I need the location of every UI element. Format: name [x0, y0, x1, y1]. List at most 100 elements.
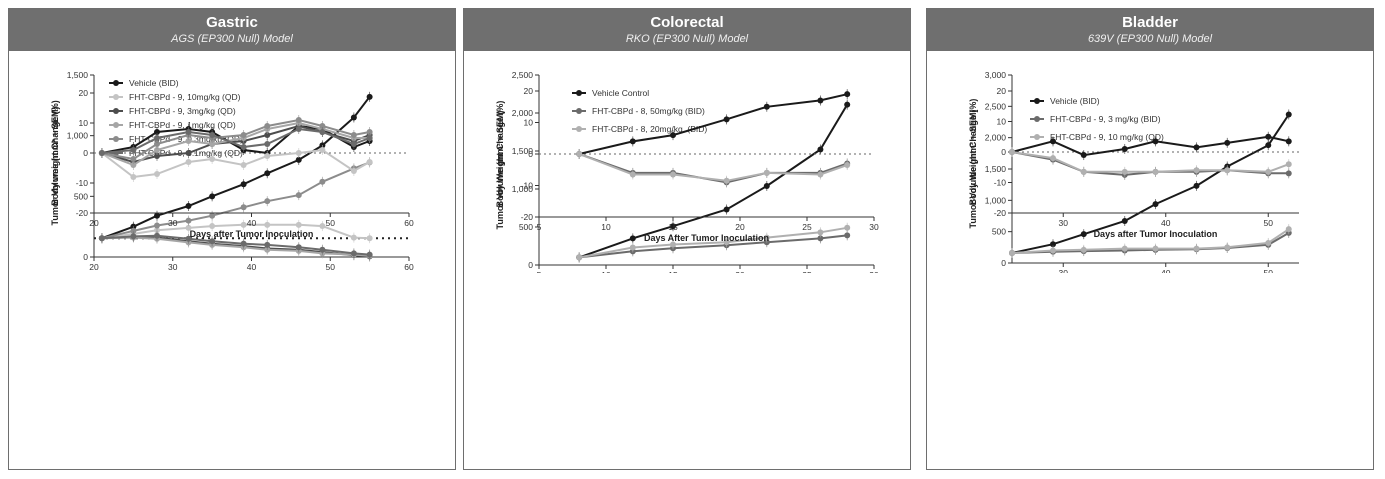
data-point	[350, 234, 357, 241]
data-point	[366, 93, 373, 100]
data-point	[264, 153, 271, 159]
data-point	[240, 204, 247, 211]
data-point	[240, 221, 247, 228]
x-axis-label: Days after Tumor Inoculation	[190, 229, 314, 239]
data-point	[366, 135, 373, 141]
legend-swatch-marker	[113, 108, 119, 114]
legend-swatch-marker	[113, 80, 119, 86]
y-tick-label: 1,500	[67, 70, 89, 80]
x-axis-label: Days After Tumor Inoculation	[644, 233, 769, 243]
data-point	[240, 240, 247, 247]
data-point	[154, 153, 160, 159]
data-point	[844, 101, 851, 108]
data-point	[154, 147, 160, 153]
y-tick-label: 0	[528, 149, 533, 159]
legend-label: FHT-CBPd - 9, 0.3mg/kg (QD)	[129, 134, 243, 144]
x-tick-label: 20	[735, 270, 745, 273]
data-point	[1224, 244, 1231, 251]
x-tick-label: 25	[802, 270, 812, 273]
y-tick-label: -20	[76, 208, 89, 218]
legend-swatch-marker	[113, 136, 119, 142]
data-point	[209, 212, 216, 219]
data-point	[763, 182, 770, 189]
x-tick-label: 30	[869, 270, 879, 273]
x-tick-label: 30	[1059, 218, 1069, 228]
data-point	[1080, 246, 1087, 253]
legend-label: Vehicle Control	[592, 88, 649, 98]
data-point	[154, 135, 160, 141]
data-point	[209, 141, 216, 147]
panel-header: Colorectal RKO (EP300 Null) Model	[464, 9, 910, 51]
data-point	[1265, 239, 1272, 246]
data-point	[1224, 167, 1231, 174]
data-point	[130, 147, 137, 153]
y-tick-label: -20	[521, 212, 534, 222]
x-tick-label: 40	[1161, 218, 1171, 228]
panel-subtitle: AGS (EP300 Null) Model	[171, 33, 293, 45]
legend-swatch-marker	[1034, 116, 1040, 122]
data-point	[1265, 133, 1272, 140]
y-tick-label: 500	[519, 222, 533, 232]
y-tick-label: 0	[83, 148, 88, 158]
data-point	[1193, 144, 1200, 151]
data-point	[98, 150, 105, 156]
legend-label: FHT-CBPd - 9, 10 mg/kg (QD)	[1050, 132, 1164, 142]
data-point	[817, 229, 824, 236]
data-point	[629, 244, 636, 251]
data-point	[763, 103, 770, 110]
legend-swatch-marker	[576, 126, 582, 132]
legend-label: Vehicle (BID)	[129, 78, 179, 88]
data-point	[1009, 249, 1015, 256]
data-point	[319, 129, 326, 135]
x-tick-label: 60	[404, 218, 414, 228]
data-point	[1285, 161, 1292, 168]
data-point	[723, 206, 730, 213]
data-point	[350, 168, 357, 174]
y-tick-label: 0	[1001, 147, 1006, 157]
legend-label: FHT-CBPd - 9, 3mg/kg (QD)	[129, 106, 236, 116]
series-line	[578, 93, 848, 155]
data-point	[817, 97, 824, 104]
data-point	[209, 156, 216, 162]
body-weight-chart-gastric: -20 -10 0 10 20 20 30 40 50 60 Days after Tumor In…	[50, 88, 414, 239]
y-tick-label: 20	[997, 86, 1007, 96]
data-point	[185, 138, 192, 144]
data-point	[1080, 168, 1087, 175]
y-tick-label: 1,000	[985, 195, 1007, 205]
tumor-volume-chart-colorectal: 0 500 1,000 1,500 2,000 2,500 5 10 15 20 25 30 Days …	[495, 70, 879, 273]
panel-title: Gastric	[206, 14, 258, 31]
data-point	[366, 251, 373, 258]
y-axis-label: Tumor Volume (mm³ + SEM)	[50, 107, 60, 226]
data-point	[1009, 149, 1015, 155]
data-point	[1152, 138, 1159, 145]
x-tick-label: 30	[869, 222, 879, 232]
data-point	[763, 234, 770, 241]
y-tick-label: 1,500	[985, 164, 1007, 174]
data-point	[240, 144, 247, 150]
data-point	[1152, 168, 1159, 175]
data-point	[350, 250, 357, 257]
panel-title: Colorectal	[650, 14, 724, 31]
data-point	[295, 117, 302, 123]
x-tick-label: 30	[1059, 268, 1069, 273]
data-point	[264, 132, 271, 138]
y-tick-label: 500	[74, 191, 88, 201]
data-point	[319, 246, 326, 253]
y-tick-label: 0	[1001, 258, 1006, 268]
x-axis-label: Days after Tumor Inoculation	[1094, 229, 1218, 239]
data-point	[350, 132, 357, 138]
x-tick-label: 20	[89, 218, 99, 228]
y-tick-label: -20	[994, 208, 1007, 218]
y-tick-label: 2,500	[512, 70, 534, 80]
x-tick-label: 30	[168, 218, 178, 228]
data-point	[723, 239, 730, 246]
y-axis-label: Tumor Volume (mm³ + SEM)	[495, 111, 505, 230]
data-point	[1050, 155, 1056, 162]
data-point	[264, 123, 271, 129]
data-point	[1265, 142, 1272, 149]
panel-header: Gastric AGS (EP300 Null) Model	[9, 9, 455, 51]
y-tick-label: 0	[83, 252, 88, 262]
data-point	[264, 198, 271, 205]
data-point	[154, 141, 160, 147]
panel-header: Bladder 639V (EP300 Null) Model	[927, 9, 1373, 51]
